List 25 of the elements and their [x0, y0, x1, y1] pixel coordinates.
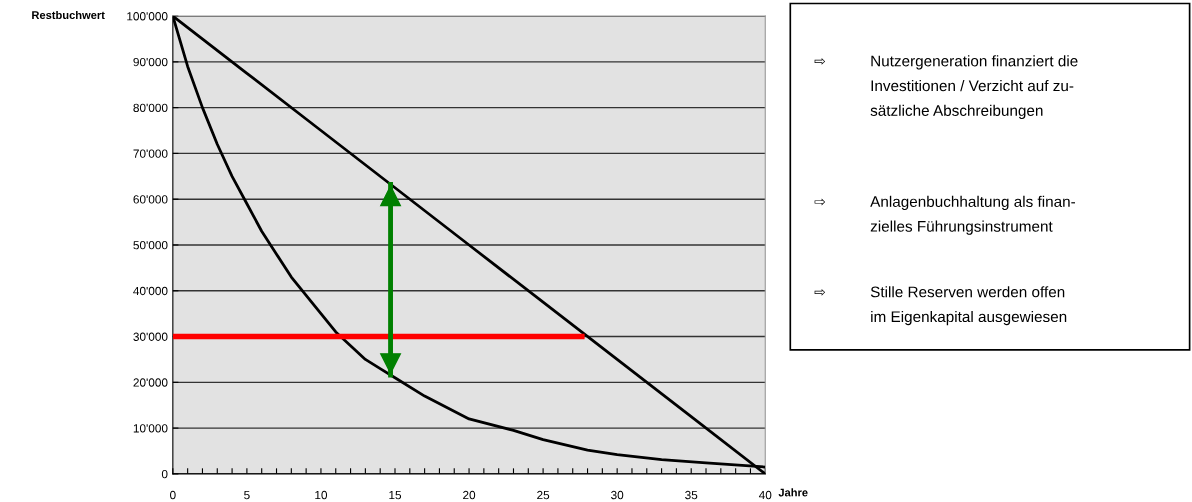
x-axis-title: Jahre	[778, 488, 808, 497]
y-tick-label: 20'000	[133, 378, 168, 387]
text: ⇨ Stille Reserven werden offen im Eigenkapital ausgewiesen	[814, 286, 1067, 326]
y-axis-title: Restbuchwert	[32, 10, 105, 20]
y-tick-label: 10'000	[133, 424, 168, 433]
x-tick-label: 5	[244, 490, 250, 500]
y-tick-label: 70'000	[133, 149, 168, 158]
text: ⇨ Nutzergeneration finanziert die Investitionen / Verzicht auf zu- sätzliche Abschreibungen	[814, 55, 1078, 119]
text: ⇨ Anlagenbuchhaltung als finan- zielles Führungsinstrument	[814, 195, 1076, 235]
x-tick-label: 30	[611, 490, 624, 500]
x-tick-label: 20	[463, 490, 476, 500]
x-tick-label: 40	[758, 490, 772, 500]
y-tick-label: 50'000	[133, 241, 168, 250]
x-tick-label: 25	[537, 490, 550, 500]
y-tick-label: 100'000	[127, 12, 168, 21]
y-tick-label: 60'000	[133, 195, 168, 204]
x-tick-label: 10	[315, 490, 328, 500]
y-tick-label: 80'000	[133, 103, 168, 113]
x-tick-label: 15	[389, 490, 402, 500]
x-tick-label: 0	[170, 490, 176, 500]
y-tick-label: 0	[161, 469, 168, 479]
x-tick-label: 35	[685, 490, 698, 500]
y-tick-label: 30'000	[133, 332, 168, 341]
y-tick-label: 90'000	[133, 57, 168, 67]
y-tick-label: 40'000	[133, 286, 168, 296]
